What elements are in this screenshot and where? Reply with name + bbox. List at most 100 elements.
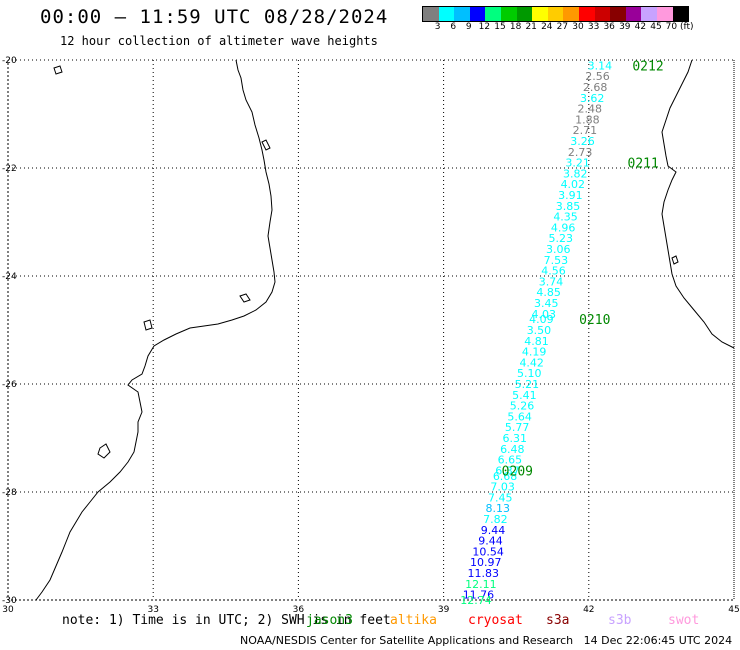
map-grid: 30 33 36 39 42 45 -20 -22 -24 -26 -28 -30 — [2, 56, 740, 615]
colorbar-label: 30 — [572, 22, 584, 32]
swh-value: 6.31 — [502, 432, 527, 445]
swh-value: 3.74 — [539, 275, 564, 288]
island-outline — [143, 319, 153, 331]
swh-value: 4.35 — [553, 211, 578, 224]
credit-footer: NOAA/NESDIS Center for Satellite Applica… — [240, 634, 733, 647]
swh-value: 4.56 — [541, 265, 566, 278]
island-outline-2 — [239, 293, 251, 303]
swh-value: 3.21 — [565, 157, 590, 170]
colorbar-label: 9 — [465, 22, 472, 32]
lat-tick-label: -24 — [2, 272, 17, 282]
swh-value: 4.02 — [561, 178, 586, 191]
swh-value: 4.03 — [532, 308, 557, 321]
lon-tick-label: 36 — [293, 605, 305, 615]
colorbar-label: 21 — [525, 22, 537, 32]
small-island — [671, 255, 679, 265]
colorbar-label: 45 — [650, 22, 662, 32]
colorbar-swatch — [625, 7, 642, 21]
lon-tick-label: 30 — [2, 605, 14, 615]
swh-value: 5.77 — [505, 421, 530, 434]
colorbar-swatch — [500, 7, 517, 21]
swh-points: 3.142.562.683.622.481.882.713.262.733.21… — [460, 59, 612, 607]
colorbar-label: 24 — [541, 22, 553, 32]
colorbar-swatch — [594, 7, 611, 21]
swh-value: 6.37 — [495, 464, 520, 477]
swh-value: 4.09 — [529, 313, 554, 326]
lesotho-outline — [97, 443, 111, 459]
colorbar-label: 27 — [556, 22, 569, 32]
track-id-label: 0211 — [628, 157, 659, 172]
colorbar-swatch — [454, 7, 470, 21]
swh-value: 6.48 — [500, 443, 525, 456]
track-id-label: 0209 — [502, 464, 533, 479]
inland-border — [261, 139, 271, 151]
swh-value: 10.54 — [472, 545, 504, 558]
lat-tick-label: -26 — [2, 380, 17, 390]
swh-value: 11.76 — [463, 589, 495, 602]
satellite-name: s3b — [608, 613, 632, 628]
swh-value: 1.88 — [575, 113, 600, 126]
swh-value: 9.44 — [478, 535, 503, 548]
satellite-name: cryosat — [468, 613, 523, 628]
colorbar-label: 3 — [434, 22, 441, 32]
wave-height-colorbar — [422, 6, 690, 22]
colorbar-label: 12 — [478, 22, 491, 32]
swh-value: 3.91 — [558, 189, 583, 202]
track-id-label: 0212 — [632, 59, 663, 74]
lat-tick-label: -20 — [2, 56, 17, 66]
colorbar-swatch — [532, 7, 548, 21]
swh-value: 3.62 — [580, 92, 605, 105]
colorbar-labels: 3 6 9 12 15 18 21 24 27 30 33 36 39 42 45 70 (ft) — [422, 22, 740, 32]
colorbar-label: 33 — [587, 22, 600, 32]
swh-value: 6.68 — [493, 470, 518, 483]
swh-value: 4.81 — [524, 335, 549, 348]
colorbar-label: 36 — [603, 22, 615, 32]
map-frame — [7, 59, 735, 601]
swh-value: 4.19 — [522, 346, 547, 359]
map-subtitle: 12 hour collection of altimeter wave hei… — [60, 34, 378, 48]
colorbar-label: 15 — [494, 22, 506, 32]
swh-value: 7.45 — [488, 491, 513, 504]
swh-value: 5.10 — [517, 367, 542, 380]
madagascar-coastline — [661, 59, 735, 349]
lon-tick-label: 39 — [438, 605, 450, 615]
satellite-name: altika — [390, 613, 437, 628]
swh-value: 9.44 — [481, 524, 506, 537]
swh-value: 11.83 — [468, 567, 500, 580]
satellite-name: s3a — [546, 613, 570, 628]
swh-value: 4.96 — [551, 221, 576, 234]
units-note: note: 1) Time is in UTC; 2) SWH is in fe… — [62, 613, 391, 628]
colorbar-label: 18 — [509, 22, 522, 32]
track-ids: 0212 0211 0210 0209 — [502, 59, 664, 479]
satellite-name: jason3 — [306, 613, 353, 628]
swh-value: 5.23 — [548, 232, 573, 245]
swh-value: 3.06 — [546, 243, 571, 256]
swh-value: 7.82 — [483, 513, 508, 526]
swh-value: 5.26 — [510, 400, 535, 413]
colorbar-label: 39 — [619, 22, 631, 32]
colorbar-swatch — [641, 7, 657, 21]
colorbar-label: 70 (ft) — [665, 22, 694, 32]
swh-value: 3.14 — [588, 59, 613, 72]
colorbar-swatch — [423, 7, 439, 21]
colorbar-swatch — [563, 7, 579, 21]
swh-value: 5.21 — [515, 378, 540, 391]
swh-value: 3.26 — [570, 135, 595, 148]
swh-value: 5.64 — [507, 410, 532, 423]
colorbar-swatch — [547, 7, 564, 21]
swh-value: 3.50 — [527, 324, 552, 337]
swh-value: 3.45 — [534, 297, 559, 310]
swh-value: 4.85 — [536, 286, 561, 299]
colorbar-label: 42 — [634, 22, 647, 32]
track-id-label: 0210 — [579, 313, 610, 328]
lat-tick-label: -22 — [2, 164, 17, 174]
lake-outline — [53, 65, 63, 75]
colorbar-swatch — [672, 7, 689, 21]
colorbar-swatch — [578, 7, 595, 21]
swh-value: 2.68 — [583, 81, 608, 94]
lon-tick-label: 33 — [147, 605, 158, 615]
colorbar-swatch — [516, 7, 533, 21]
lat-tick-label: -30 — [2, 596, 17, 606]
lon-tick-label: 42 — [583, 605, 594, 615]
